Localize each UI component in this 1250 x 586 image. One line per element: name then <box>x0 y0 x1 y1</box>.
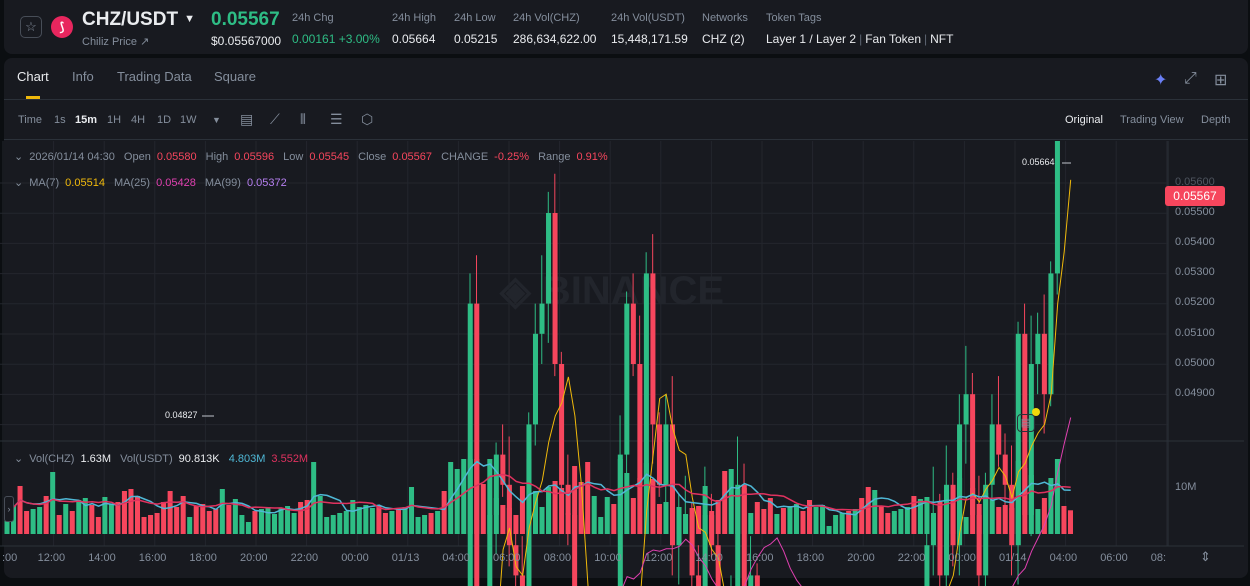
notification-dot <box>1032 408 1040 416</box>
high-marker: 0.05664 <box>1022 157 1055 167</box>
last-price: 0.05567 <box>211 9 280 30</box>
tag-nft[interactable]: NFT <box>930 32 954 46</box>
hexagon-settings-icon[interactable]: ⬡ <box>361 111 374 127</box>
chart-settings-icon[interactable]: ☰ <box>330 111 343 127</box>
x-axis-label: 18:00 <box>796 552 825 564</box>
interval-1s[interactable]: 1s <box>54 114 66 126</box>
stat-24h-vol-usdt: 24h Vol(USDT) 15,448,171.59 <box>611 12 688 46</box>
active-tab-indicator <box>26 96 40 99</box>
x-axis-label: 16:00 <box>138 552 167 564</box>
tab-chart[interactable]: Chart <box>17 69 49 84</box>
expand-icon[interactable]: ⤢ <box>1184 70 1197 87</box>
x-axis-label: 08:00 <box>543 552 572 564</box>
current-price-tag: 0.05567 <box>1165 186 1225 206</box>
y-axis-label: 0.05200 <box>1175 296 1215 308</box>
stat-24h-vol-chz: 24h Vol(CHZ) 286,634,622.00 <box>513 12 597 46</box>
x-axis-label: 22:00 <box>897 552 926 564</box>
chart-toolbar: Time 1s 15m 1H 4H 1D 1W ▼ ▤ ⟋ ⫴ ☰ ⬡ Orig… <box>4 100 1248 140</box>
x-axis-label: :00 <box>2 552 18 564</box>
low-marker: 0.04827 <box>165 410 198 420</box>
x-axis-label: 00:00 <box>341 552 369 564</box>
tab-trading-data[interactable]: Trading Data <box>117 69 192 84</box>
x-axis-label: 10:00 <box>594 552 622 564</box>
view-depth[interactable]: Depth <box>1201 114 1231 126</box>
x-axis-label: 18:00 <box>189 552 217 564</box>
pair-selector[interactable]: CHZ/USDT ▼ <box>82 9 195 31</box>
x-axis-label: 20:00 <box>240 552 268 564</box>
stat-24h-change: 24h Chg 0.00161 +3.00% <box>292 12 380 46</box>
calendar-icon[interactable]: ▤ <box>240 111 254 127</box>
svg-text:◈ BINANCE: ◈ BINANCE <box>499 269 724 313</box>
candlestick-chart[interactable]: ◈ BINANCE <box>0 141 1250 586</box>
view-original[interactable]: Original <box>1065 114 1103 126</box>
auto-scale-icon[interactable]: ⇕ <box>1200 549 1211 564</box>
stat-networks[interactable]: Networks CHZ (2) <box>702 12 748 46</box>
y-axis-label: 0.05400 <box>1175 236 1215 248</box>
last-price-usd: $0.05567000 <box>211 34 282 48</box>
y-axis-label: 0.05000 <box>1175 357 1215 369</box>
favorite-star-icon[interactable]: ☆ <box>20 16 42 38</box>
x-axis-label: 08: <box>1150 552 1167 564</box>
ma-legend: ⌄ MA(7) 0.05514 MA(25) 0.05428 MA(99) 0.0537… <box>14 177 287 189</box>
layout-grid-icon[interactable]: ⊞ <box>1214 72 1228 89</box>
x-axis-label: 01/14 <box>999 552 1027 564</box>
ai-sparkle-icon[interactable]: ✦ <box>1154 72 1168 89</box>
volume-legend: ⌄ Vol(CHZ) 1.63M Vol(USDT) 90.813K 4.803M 3.… <box>14 453 309 465</box>
tag-fan-token[interactable]: Fan Token <box>865 32 922 46</box>
volume-axis-label: 10M <box>1175 481 1197 493</box>
x-axis-label: 22:00 <box>290 552 319 564</box>
x-axis-label: 06:00 <box>1100 552 1128 564</box>
x-axis-label: 14:00 <box>88 552 116 564</box>
x-axis-label: 20:00 <box>847 552 875 564</box>
interval-1h[interactable]: 1H <box>107 114 122 126</box>
y-axis-label: 0.05600 <box>1175 176 1215 188</box>
interval-dropdown-icon[interactable]: ▼ <box>212 115 221 125</box>
interval-1d[interactable]: 1D <box>157 114 172 126</box>
interval-15m[interactable]: 15m <box>75 114 98 126</box>
ohlc-legend: ⌄ 2026/01/14 04:30 Open 0.05580 High 0.0559… <box>14 151 608 163</box>
x-axis-label: 12:00 <box>644 552 673 564</box>
candle-type-icon[interactable]: ⫴ <box>300 111 306 127</box>
stat-24h-high: 24h High 0.05664 <box>392 12 437 46</box>
x-axis-label: 16:00 <box>746 552 774 564</box>
x-axis-label: 06:00 <box>493 552 521 564</box>
ticker-header: ☆ ⟆ CHZ/USDT ▼ Chiliz Price ↗ 0.05567 $0.… <box>4 0 1248 54</box>
tab-info[interactable]: Info <box>72 69 94 84</box>
y-axis-label: 0.05300 <box>1175 266 1215 278</box>
x-axis-label: 00:00 <box>948 552 976 564</box>
indicator-chart-icon[interactable]: ⟋ <box>270 111 280 127</box>
x-axis-label: 04:00 <box>442 552 470 564</box>
x-axis-label: 01/13 <box>391 552 420 564</box>
tab-square[interactable]: Square <box>214 69 256 84</box>
tab-bar: Chart Info Trading Data Square ✦ ⤢ ⊞ <box>4 58 1248 100</box>
pair-name: CHZ/USDT <box>82 9 179 30</box>
chz-coin-icon: ⟆ <box>51 16 73 38</box>
coin-price-link[interactable]: Chiliz Price ↗ <box>82 36 150 48</box>
x-axis-label: 04:00 <box>1049 552 1078 564</box>
notes-icon[interactable]: ▤ <box>1017 414 1035 432</box>
tag-layer[interactable]: Layer 1 / Layer 2 <box>766 32 857 46</box>
token-tags: Token Tags Layer 1 / Layer 2 | Fan Token | N… <box>766 12 954 46</box>
x-axis-label: 14:00 <box>695 552 723 564</box>
expand-panel-handle[interactable]: › <box>4 496 14 522</box>
interval-4h[interactable]: 4H <box>131 114 146 126</box>
stat-24h-low: 24h Low 0.05215 <box>454 12 498 46</box>
chevron-down-icon: ▼ <box>184 13 195 25</box>
x-axis-label: 12:00 <box>37 552 66 564</box>
y-axis-label: 0.04900 <box>1175 387 1215 399</box>
y-axis-label: 0.05500 <box>1175 206 1215 218</box>
y-axis-label: 0.05100 <box>1175 327 1215 339</box>
view-trading-view[interactable]: Trading View <box>1120 114 1184 126</box>
interval-time[interactable]: Time <box>18 114 43 126</box>
interval-1w[interactable]: 1W <box>180 114 197 126</box>
